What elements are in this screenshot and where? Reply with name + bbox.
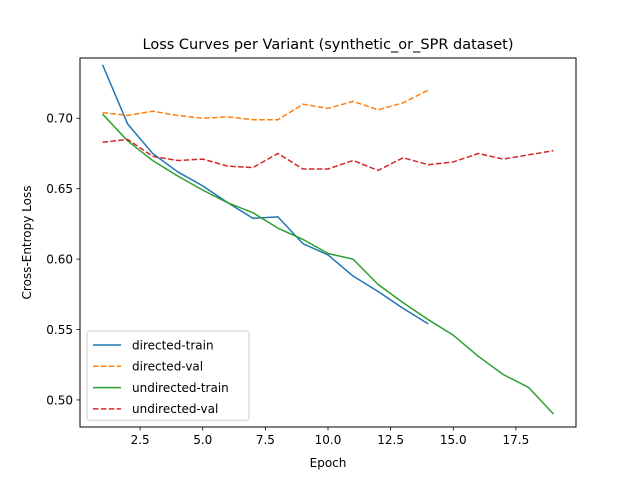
x-tick-label: 5.0 bbox=[193, 433, 212, 447]
y-axis-label: Cross-Entropy Loss bbox=[20, 186, 34, 300]
legend-label-directed-train: directed-train bbox=[132, 338, 214, 352]
x-tick-label: 17.5 bbox=[503, 433, 530, 447]
series-line-undirected-val bbox=[102, 138, 554, 172]
y-axis-ticks: 0.50 0.55 0.60 0.65 0.70 bbox=[46, 112, 80, 407]
x-axis-ticks: 2.5 5.0 7.5 10.0 12.5 15.0 17.5 bbox=[131, 427, 530, 447]
legend-label-undirected-val: undirected-val bbox=[132, 402, 218, 416]
y-tick-label: 0.65 bbox=[46, 182, 73, 196]
legend-box bbox=[86, 330, 250, 421]
y-tick-label: 0.60 bbox=[46, 252, 73, 266]
x-tick-label: 10.0 bbox=[315, 433, 342, 447]
y-tick-label: 0.50 bbox=[46, 393, 73, 407]
chart-title: Loss Curves per Variant (synthetic_or_SP… bbox=[143, 37, 514, 53]
legend: directed-train directed-val undirected-tra… bbox=[86, 330, 250, 421]
x-tick-label: 2.5 bbox=[131, 433, 150, 447]
series-line-directed-val bbox=[102, 89, 429, 121]
x-axis-label: Epoch bbox=[310, 456, 347, 470]
legend-label-directed-val: directed-val bbox=[132, 360, 203, 374]
x-tick-label: 12.5 bbox=[377, 433, 404, 447]
series-line-undirected-train bbox=[102, 113, 554, 415]
legend-label-undirected-train: undirected-train bbox=[132, 381, 229, 395]
y-tick-label: 0.55 bbox=[46, 323, 73, 337]
x-tick-label: 7.5 bbox=[256, 433, 275, 447]
x-tick-label: 15.0 bbox=[440, 433, 467, 447]
plot-lines bbox=[101, 64, 554, 415]
y-tick-label: 0.70 bbox=[46, 112, 73, 126]
